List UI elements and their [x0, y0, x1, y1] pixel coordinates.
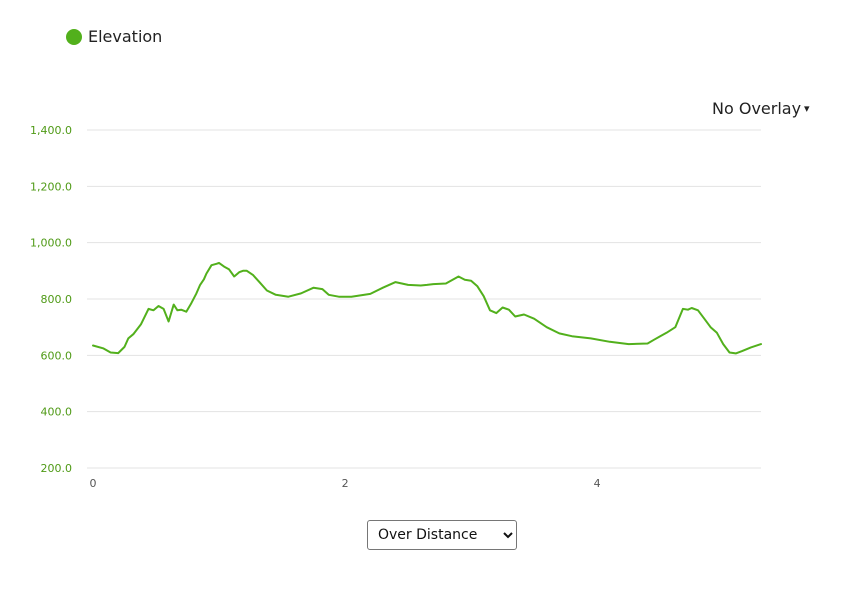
- x-axis-ticks: 0 2 4: [90, 477, 601, 490]
- caret-down-icon: ▾: [804, 102, 810, 115]
- x-axis-mode-select[interactable]: Over Distance: [367, 520, 517, 550]
- y-tick-label: 1,400.0: [30, 124, 72, 137]
- y-tick-label: 1,200.0: [30, 180, 72, 193]
- y-tick-label: 800.0: [41, 293, 73, 306]
- x-tick-label: 2: [342, 477, 349, 490]
- y-tick-label: 400.0: [41, 406, 73, 419]
- chart-legend[interactable]: Elevation: [66, 27, 162, 46]
- y-tick-label: 1,000.0: [30, 237, 72, 250]
- elevation-line: [92, 261, 762, 355]
- y-axis-ticks: 200.0 400.0 600.0 800.0 1,000.0 1,200.0 1,400.…: [30, 124, 72, 475]
- overlay-dropdown[interactable]: No Overlay ▾: [712, 99, 810, 118]
- x-tick-label: 4: [594, 477, 601, 490]
- x-tick-label: 0: [90, 477, 97, 490]
- legend-marker: [66, 28, 82, 45]
- series-layer: [92, 261, 762, 355]
- y-tick-label: 200.0: [41, 462, 73, 475]
- legend-label: Elevation: [88, 27, 163, 46]
- overlay-label: No Overlay: [712, 99, 802, 118]
- gridlines: [87, 129, 761, 469]
- y-tick-label: 600.0: [41, 349, 73, 362]
